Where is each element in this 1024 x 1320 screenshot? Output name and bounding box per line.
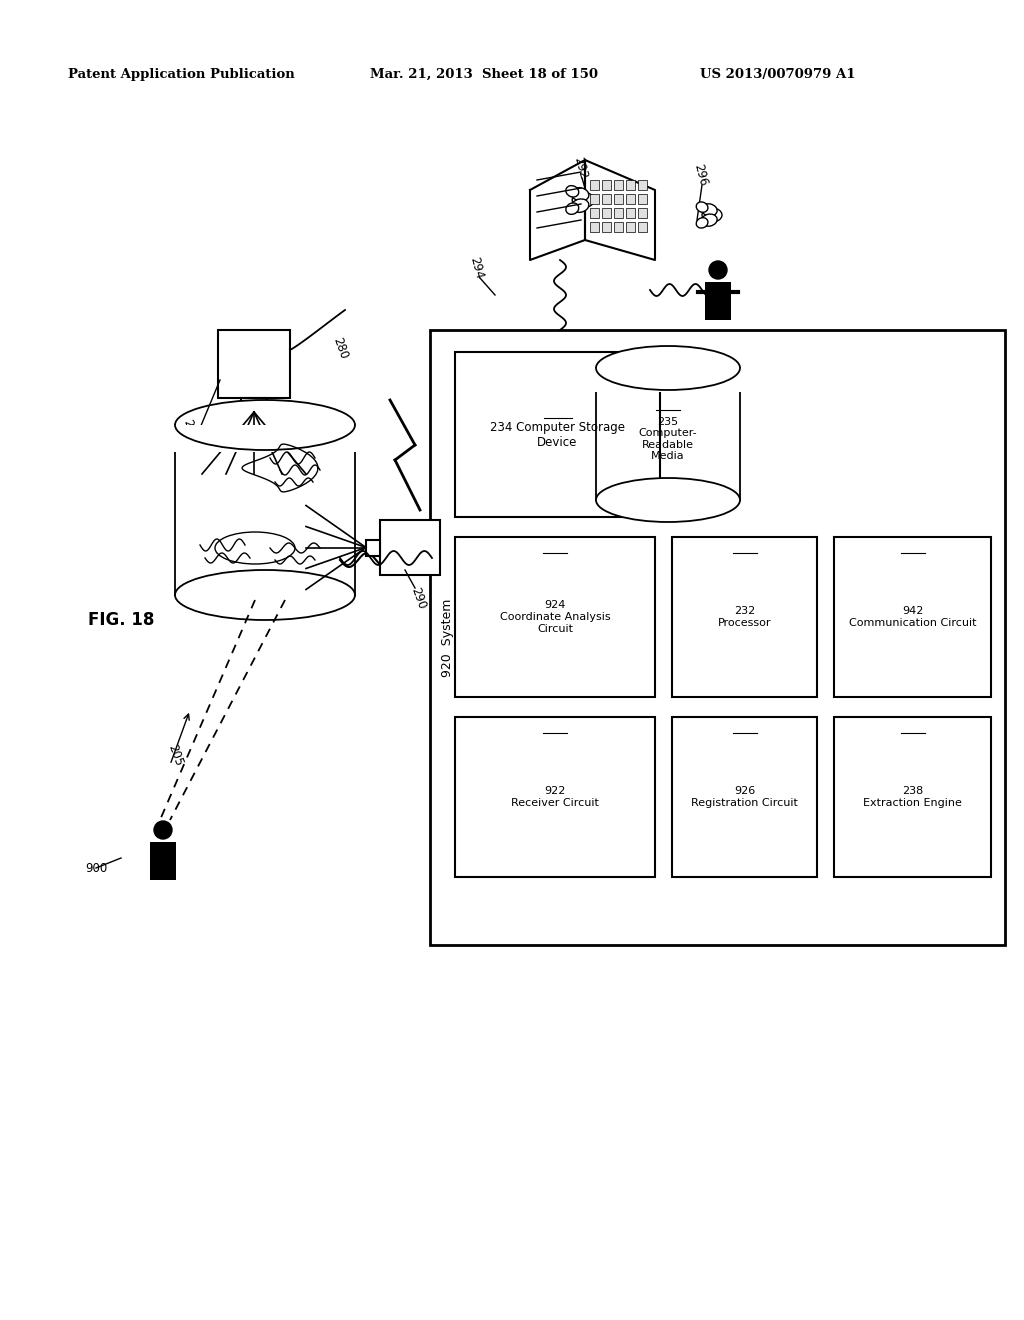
Bar [380, 520, 440, 576]
Ellipse shape [566, 203, 579, 214]
Bar [590, 180, 599, 190]
Circle shape [709, 261, 727, 279]
Text: 238
Extraction Engine: 238 Extraction Engine [863, 787, 962, 808]
Bar [638, 180, 647, 190]
Bar [614, 222, 623, 232]
Bar [626, 180, 635, 190]
Ellipse shape [175, 400, 355, 450]
Ellipse shape [696, 218, 708, 228]
Text: 292: 292 [570, 156, 589, 181]
Ellipse shape [596, 346, 740, 389]
Ellipse shape [696, 202, 708, 213]
Bar [638, 209, 647, 218]
Text: 926
Registration Circuit: 926 Registration Circuit [691, 787, 798, 808]
Bar [430, 330, 1005, 945]
Bar [455, 717, 655, 876]
Bar [626, 222, 635, 232]
Ellipse shape [175, 570, 355, 620]
Bar [834, 717, 991, 876]
Bar [705, 282, 731, 319]
Text: 924
Coordinate Analysis
Circuit: 924 Coordinate Analysis Circuit [500, 601, 610, 634]
Ellipse shape [571, 199, 589, 213]
Bar [626, 209, 635, 218]
Text: 920  System: 920 System [441, 598, 455, 677]
Text: 922
Receiver Circuit: 922 Receiver Circuit [511, 787, 599, 808]
Bar [366, 540, 380, 556]
Ellipse shape [572, 193, 594, 207]
Ellipse shape [701, 214, 717, 226]
Bar [590, 209, 599, 218]
Text: 290: 290 [409, 585, 428, 611]
Ellipse shape [566, 186, 579, 197]
Bar [672, 537, 817, 697]
Text: US 2013/0070979 A1: US 2013/0070979 A1 [700, 69, 855, 81]
Ellipse shape [701, 203, 717, 216]
Text: 294: 294 [467, 256, 485, 281]
Text: 210: 210 [180, 417, 200, 442]
Ellipse shape [596, 478, 740, 521]
Text: FIG. 18: FIG. 18 [88, 611, 155, 630]
Text: 942
Communication Circuit: 942 Communication Circuit [849, 606, 976, 628]
Bar [614, 194, 623, 205]
Bar [150, 842, 176, 880]
Bar [638, 194, 647, 205]
Ellipse shape [571, 187, 589, 201]
Bar [602, 222, 611, 232]
Text: 234 Computer Storage
Device: 234 Computer Storage Device [490, 421, 625, 449]
Bar [455, 537, 655, 697]
Bar [602, 180, 611, 190]
Text: Mar. 21, 2013  Sheet 18 of 150: Mar. 21, 2013 Sheet 18 of 150 [370, 69, 598, 81]
Bar [218, 330, 290, 399]
Text: 235
Computer-
Readable
Media: 235 Computer- Readable Media [639, 417, 697, 462]
Circle shape [154, 821, 172, 840]
Text: Patent Application Publication: Patent Application Publication [68, 69, 295, 81]
Bar [672, 717, 817, 876]
Bar [455, 352, 660, 517]
Bar [241, 399, 267, 412]
Bar [834, 537, 991, 697]
Ellipse shape [702, 209, 722, 222]
Bar [602, 209, 611, 218]
Bar [614, 180, 623, 190]
Bar [594, 368, 742, 392]
Bar [602, 194, 611, 205]
Text: 232
Processor: 232 Processor [718, 606, 771, 628]
Bar [590, 222, 599, 232]
Bar [614, 209, 623, 218]
Text: 280: 280 [330, 335, 350, 360]
Bar [626, 194, 635, 205]
Bar [173, 425, 357, 451]
Text: 296: 296 [691, 162, 710, 187]
Bar [590, 194, 599, 205]
Bar [638, 222, 647, 232]
Text: 205: 205 [165, 742, 185, 768]
Text: 900: 900 [85, 862, 108, 874]
